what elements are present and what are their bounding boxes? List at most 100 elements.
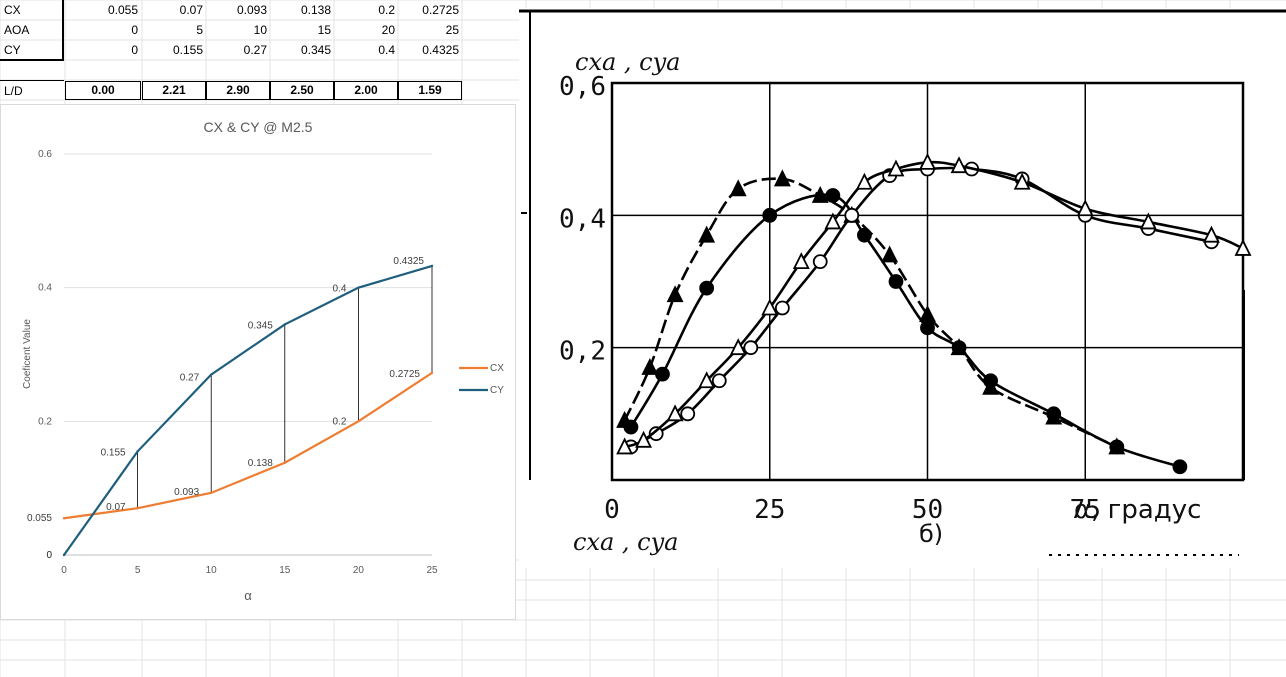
table-cell[interactable]: 0.2725	[422, 3, 459, 17]
data-label: 0.155	[101, 447, 126, 458]
data-label: 0.093	[174, 487, 199, 498]
x-axis-label: α	[244, 588, 252, 603]
marker-open-circle	[648, 426, 664, 442]
data-label: 0.055	[27, 513, 52, 524]
excel-line-chart[interactable]: CX & CY @ M2.5 0 0.2 0.4 0.6 0 5 10 15 20 25 α Coefi…	[0, 104, 516, 620]
table-cell[interactable]: 0.155	[172, 43, 203, 57]
marker-open-triangle	[666, 404, 684, 422]
y-tick-label: 0.4	[38, 283, 52, 294]
table-cell[interactable]: 5	[196, 23, 203, 37]
data-point	[210, 373, 213, 376]
table-cell[interactable]: 0.07	[179, 3, 203, 17]
y-tick-label: 0	[46, 550, 52, 561]
table-cell[interactable]: 0.055	[107, 3, 138, 17]
marker-open-circle	[680, 406, 696, 422]
data-label: 0.345	[248, 320, 273, 331]
x-tick-label: 0	[604, 495, 620, 525]
data-label: 0.2	[332, 416, 346, 427]
series-line-cy	[63, 264, 433, 556]
marker-filled-circle	[699, 280, 715, 296]
marker-open-circle	[812, 254, 828, 270]
ld-cell[interactable]: 2.00	[334, 81, 398, 100]
table-cell[interactable]: 0.4325	[422, 43, 459, 57]
x-tick-label: 5	[135, 565, 141, 576]
series-line-cx	[63, 371, 433, 520]
table-cell[interactable]: 0.138	[300, 3, 331, 17]
marker-open-triangle	[1139, 212, 1157, 230]
marker-filled-circle	[951, 340, 967, 356]
legend-label: CY	[490, 385, 504, 396]
marker-open-triangle	[950, 156, 968, 174]
row-label[interactable]: AOA	[4, 23, 30, 37]
data-point	[62, 517, 66, 520]
table-cell[interactable]: 0	[131, 43, 138, 57]
marker-filled-circle	[762, 207, 778, 223]
data-label: 0.27	[180, 373, 200, 384]
marker-open-triangle	[792, 252, 810, 270]
scan-background	[519, 8, 1286, 568]
x-tick-label: 10	[206, 565, 218, 576]
data-label: 0.2725	[389, 369, 420, 380]
marker-open-circle	[844, 207, 860, 223]
table-cell[interactable]: 15	[317, 23, 331, 37]
y-axis-label: Coeficent Value	[22, 319, 33, 389]
table-cell[interactable]: 0.27	[243, 43, 267, 57]
marker-open-triangle	[1076, 199, 1094, 217]
data-point	[210, 491, 213, 495]
table-cell[interactable]: 25	[445, 23, 459, 37]
y-tick-label: 0,6	[559, 72, 606, 102]
table-cell[interactable]: 0	[131, 23, 138, 37]
table-cell[interactable]: 0.4	[378, 43, 395, 57]
data-point	[357, 420, 360, 423]
bottom-axis-label: cxa , cya	[573, 528, 678, 556]
x-tick-label: 25	[754, 495, 785, 525]
ld-cell[interactable]: 1.59	[398, 81, 462, 100]
data-point	[430, 264, 434, 268]
row-label[interactable]: CX	[4, 3, 21, 17]
data-label: 0.138	[248, 458, 273, 469]
data-point	[430, 371, 434, 375]
data-label: 0.07	[106, 502, 126, 513]
marker-open-circle	[774, 300, 790, 316]
ld-cell[interactable]: 2.50	[270, 81, 334, 100]
marker-filled-triangle	[666, 285, 684, 303]
marker-open-triangle	[824, 212, 842, 230]
marker-open-triangle	[698, 371, 716, 389]
x-tick-label: 0	[61, 565, 67, 576]
chart-area	[0, 104, 516, 620]
x-tick-label: 20	[353, 565, 365, 576]
x-axis-label: α, градус	[1074, 495, 1201, 525]
ld-cell[interactable]: 2.21	[142, 81, 206, 100]
marker-open-circle	[711, 373, 727, 389]
table-cell[interactable]: 20	[381, 23, 395, 37]
y-tick-label: 0.2	[38, 416, 52, 427]
marker-filled-triangle	[698, 225, 716, 243]
marker-open-triangle	[729, 338, 747, 356]
table-cell[interactable]: 0.345	[300, 43, 331, 57]
row-label[interactable]: CY	[4, 43, 21, 57]
ld-label[interactable]: L/D	[4, 84, 23, 98]
marker-open-triangle	[616, 437, 634, 455]
y-tick-label: 0,4	[559, 204, 606, 234]
table-cell[interactable]: 10	[253, 23, 267, 37]
table-cell[interactable]: 0.2	[378, 3, 395, 17]
marker-filled-circle	[825, 188, 841, 203]
marker-filled-triangle	[729, 179, 747, 197]
marker-filled-circle	[655, 366, 670, 382]
x-tick-label: 15	[279, 565, 291, 576]
data-point	[62, 553, 66, 557]
marker-open-triangle	[887, 159, 905, 177]
data-label: 0	[46, 550, 52, 561]
marker-open-triangle	[635, 430, 653, 448]
table-cell[interactable]: 0.093	[236, 3, 267, 17]
row-border	[0, 59, 64, 61]
marker-open-triangle	[761, 298, 779, 316]
marker-filled-circle	[920, 320, 935, 336]
marker-filled-circle	[1172, 459, 1188, 475]
marker-filled-circle	[888, 274, 904, 289]
marker-filled-circle	[856, 227, 872, 243]
ld-cell[interactable]: 2.90	[206, 81, 270, 100]
marker-filled-triangle	[881, 245, 899, 263]
legend-label: CX	[490, 363, 504, 374]
ld-cell[interactable]: 0.00	[65, 81, 141, 100]
